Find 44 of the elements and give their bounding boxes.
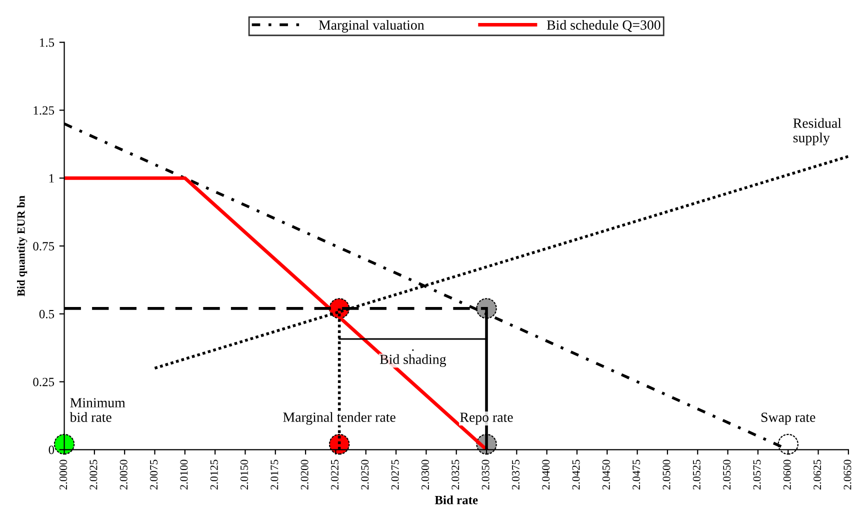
annotation: Residual supply — [793, 118, 842, 146]
x-tick-label: 2.0350 — [482, 460, 490, 490]
x-tick-label: 2.0600 — [783, 460, 791, 490]
y-tick-label: 1.25 — [34, 106, 54, 115]
x-tick-label: 2.0100 — [180, 460, 188, 490]
x-tick-label: 2.0625 — [814, 460, 822, 490]
x-tick-label: 2.0075 — [150, 460, 158, 490]
y-tick-label: 1.5 — [40, 38, 54, 47]
annotation: Marginal tender rate — [283, 412, 396, 425]
x-tick-label: 2.0000 — [60, 460, 68, 490]
x-tick-label: 2.0500 — [662, 460, 670, 490]
x-tick-label: 2.0175 — [270, 460, 278, 490]
annotation: Minimum bid rate — [70, 398, 126, 422]
x-tick-label: 2.0325 — [452, 460, 460, 490]
x-tick-label: 2.0225 — [330, 460, 339, 490]
x-tick-label: 2.0300 — [421, 460, 430, 490]
x-tick-label: 2.0375 — [512, 460, 520, 490]
x-tick-label: 2.0275 — [391, 460, 399, 490]
x-axis-title: Bid rate — [434, 495, 478, 504]
y-tick-label: 1 — [49, 174, 54, 182]
y-tick-label: 0 — [48, 446, 54, 454]
x-tick-label: 2.0450 — [602, 460, 610, 490]
x-tick-label: 2.0125 — [210, 460, 218, 490]
x-tick-label: 2.0650 — [844, 460, 852, 490]
x-tick-label: 2.0250 — [361, 460, 369, 490]
y-axis-title: Bid quantity EUR bn — [17, 196, 28, 296]
x-tick-label: 2.0150 — [240, 460, 248, 490]
x-tick-label: 2.0200 — [300, 460, 308, 490]
annotation: Repo rate — [460, 412, 513, 425]
y-tick-label: 0.75 — [33, 242, 54, 250]
y-tick-label: 0.5 — [39, 310, 54, 318]
x-tick-label: 2.0550 — [723, 460, 731, 490]
x-tick-label: 2.0525 — [692, 460, 700, 490]
legend-label: Marginal valuation — [318, 20, 424, 33]
y-tick-label: 0.25 — [33, 378, 54, 386]
x-tick-label: 2.0425 — [572, 460, 580, 490]
x-tick-label: 2.0050 — [120, 460, 128, 490]
annotation: Swap rate — [761, 412, 816, 425]
legend-label: Bid schedule Q=300 — [546, 20, 660, 32]
x-tick-label: 2.0025 — [90, 460, 98, 490]
annotation: Bid shading — [380, 354, 446, 367]
x-tick-label: 2.0475 — [632, 460, 640, 490]
x-tick-label: 2.0400 — [542, 460, 550, 490]
x-tick-label: 2.0575 — [753, 460, 761, 490]
